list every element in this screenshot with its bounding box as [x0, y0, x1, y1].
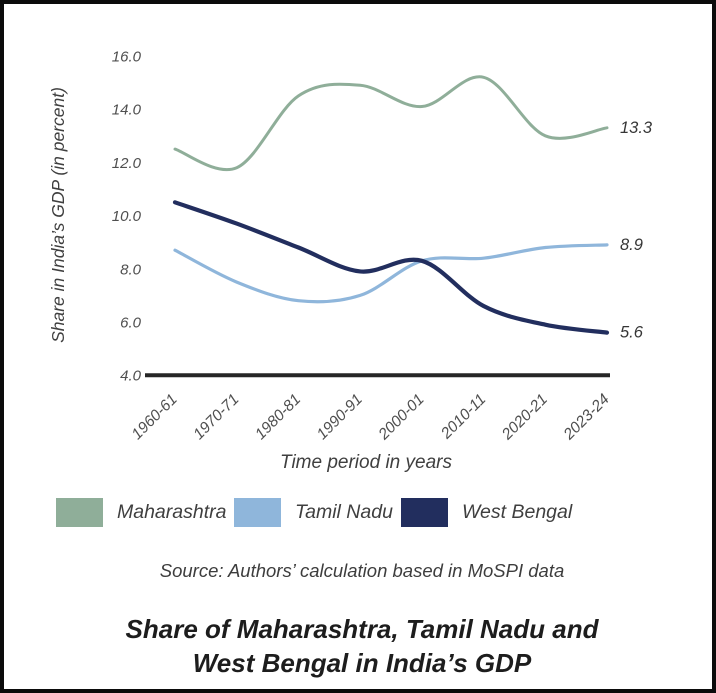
x-tick-label: 2010-11 — [437, 391, 489, 443]
figure-title: Share of Maharashtra, Tamil Nadu and Wes… — [4, 612, 712, 680]
line-chart-canvas: Share in India’s GDP (in percent) 4.0 6.0… — [48, 49, 653, 474]
series-line-west-bengal — [172, 200, 610, 335]
legend-item-west-bengal: West Bengal — [401, 498, 572, 527]
figure-title-line1: Share of Maharashtra, Tamil Nadu and — [125, 614, 599, 644]
y-tick-label: 4.0 — [120, 368, 142, 385]
source-note: Source: Authors’ calculation based in Mo… — [159, 560, 565, 581]
legend-swatch — [401, 498, 448, 527]
series-line-maharashtra — [173, 75, 609, 172]
series-line-tamil-nadu — [173, 243, 609, 304]
figure-title-line2: West Bengal in India’s GDP — [192, 648, 532, 678]
x-tick-label: 1980-81 — [252, 391, 304, 443]
x-tick-label: 1990-91 — [314, 391, 366, 443]
legend-label: Maharashtra — [117, 501, 227, 523]
series-end-label: 8.9 — [620, 236, 643, 254]
x-tick-label: 2020-21 — [498, 391, 551, 444]
y-tick-label: 8.0 — [120, 261, 142, 278]
y-tick-label: 12.0 — [112, 155, 142, 172]
legend-label: West Bengal — [462, 501, 573, 523]
legend-label: Tamil Nadu — [295, 501, 393, 523]
chart-legend: Maharashtra Tamil Nadu West Bengal — [4, 498, 712, 534]
legend-swatch — [56, 498, 103, 527]
series-end-label: 5.6 — [620, 324, 644, 342]
y-tick-label: 14.0 — [112, 102, 142, 119]
y-axis-title: Share in India’s GDP (in percent) — [48, 87, 68, 343]
legend-swatch — [234, 498, 281, 527]
legend-item-maharashtra: Maharashtra — [56, 498, 226, 527]
x-tick-label: 2000-01 — [375, 391, 428, 444]
x-tick-label: 2023-24 — [560, 391, 613, 444]
x-tick-label: 1970-71 — [190, 391, 242, 443]
y-tick-label: 6.0 — [120, 315, 142, 332]
series-end-label: 13.3 — [620, 119, 653, 137]
y-tick-label: 16.0 — [112, 49, 142, 66]
x-axis-title: Time period in years — [280, 452, 452, 473]
legend-item-tamil-nadu: Tamil Nadu — [234, 498, 393, 527]
x-tick-label: 1960-61 — [129, 391, 181, 443]
y-tick-label: 10.0 — [112, 208, 142, 225]
